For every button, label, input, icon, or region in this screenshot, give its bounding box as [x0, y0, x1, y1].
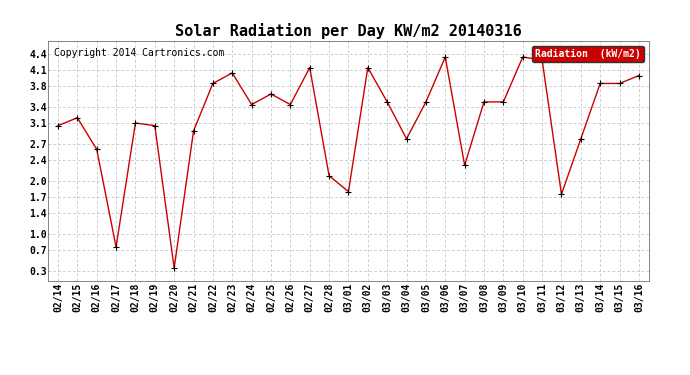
Legend: Radiation  (kW/m2): Radiation (kW/m2): [532, 46, 644, 62]
Title: Solar Radiation per Day KW/m2 20140316: Solar Radiation per Day KW/m2 20140316: [175, 23, 522, 39]
Text: Copyright 2014 Cartronics.com: Copyright 2014 Cartronics.com: [55, 48, 225, 58]
